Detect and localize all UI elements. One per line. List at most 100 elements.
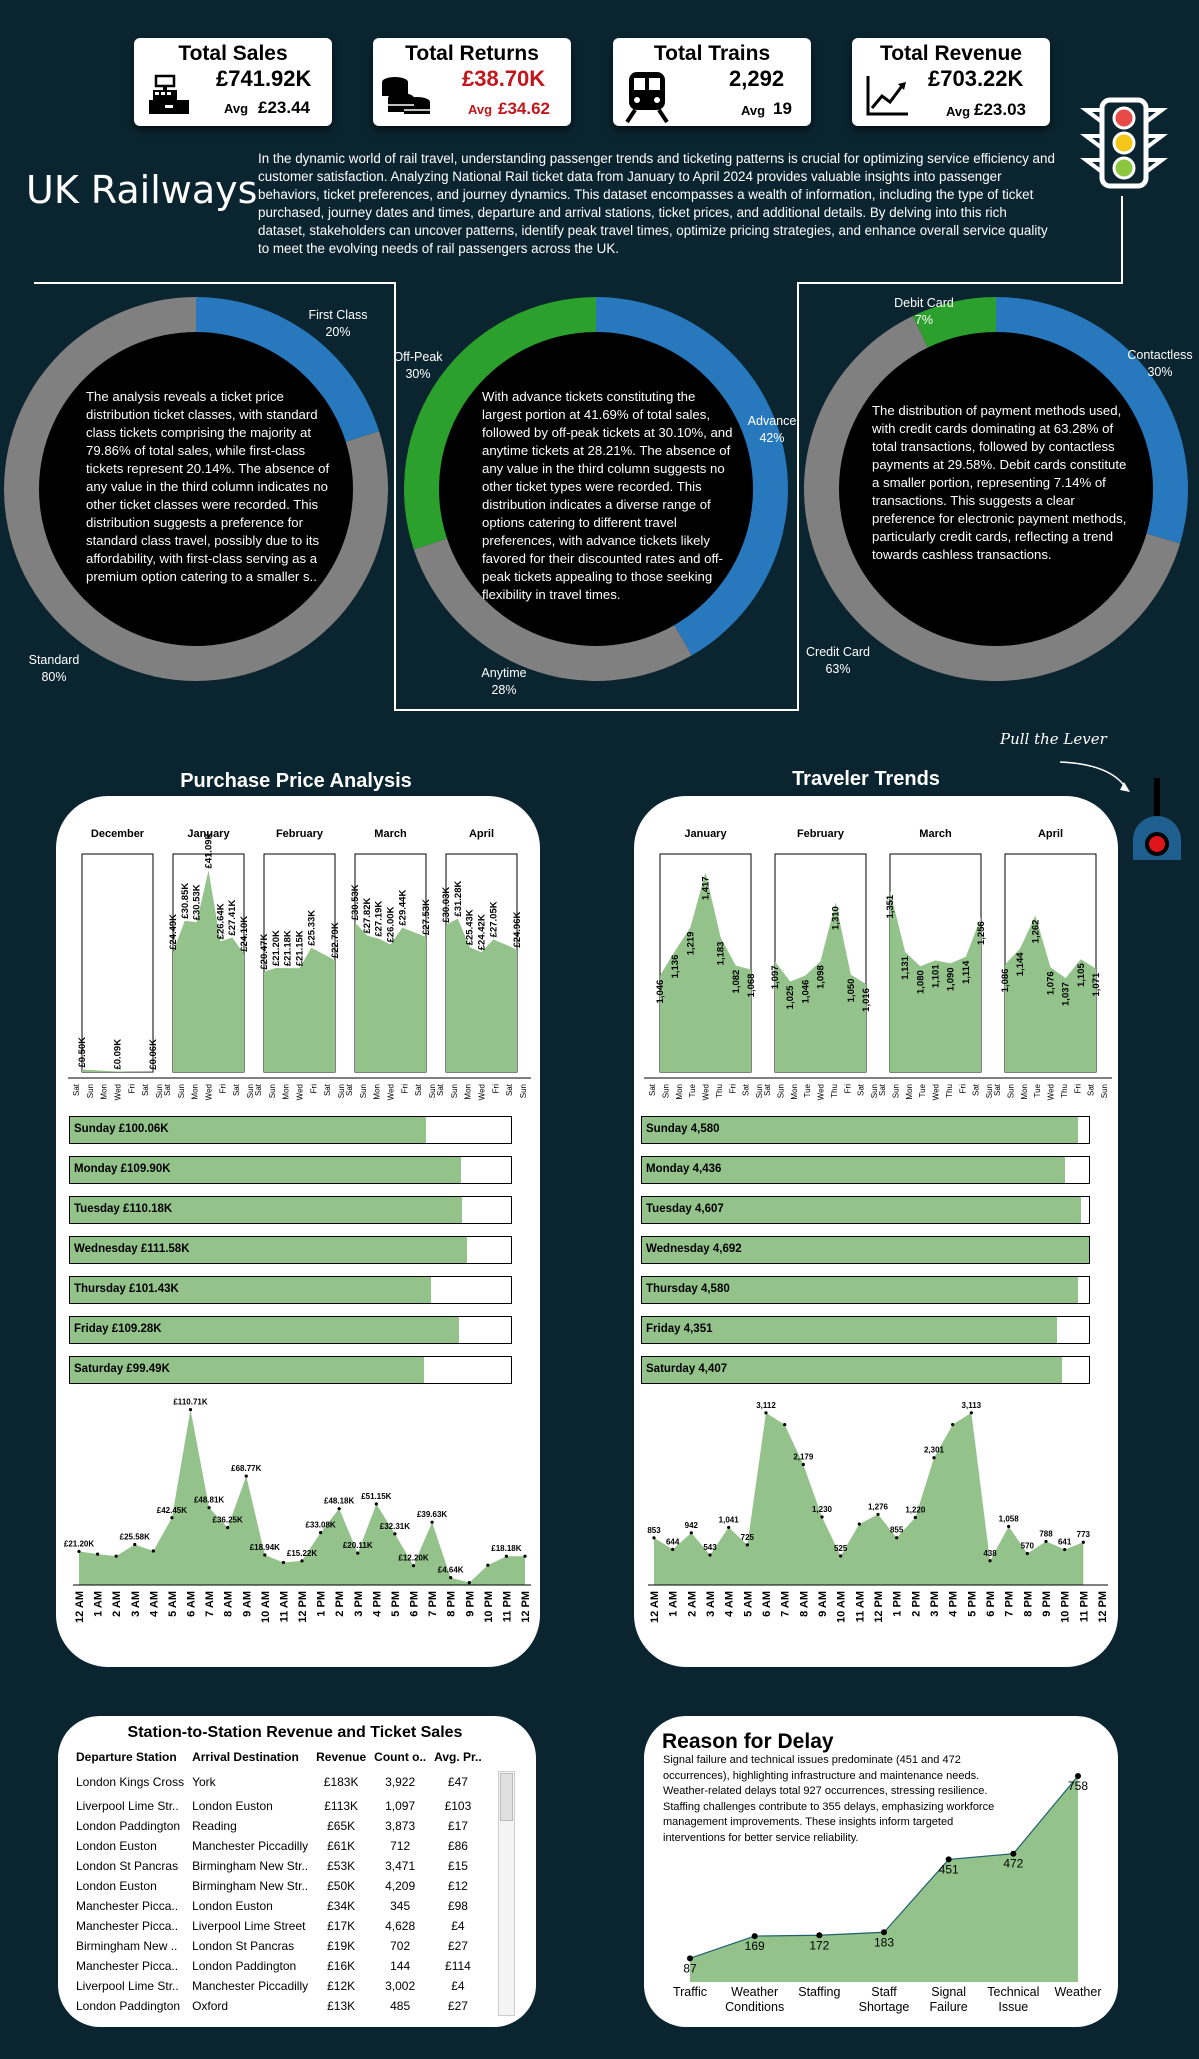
- weekday-tick: Mon: [905, 1084, 914, 1100]
- table-row[interactable]: London Paddington Reading £65K 3,873 £17: [72, 1816, 486, 1836]
- table-row[interactable]: Birmingham New .. London St Pancras £19K 70…: [72, 1936, 486, 1956]
- hourly-point: [689, 1531, 693, 1535]
- table-cell: £98: [447, 1899, 468, 1913]
- table-cell: London Euston: [76, 1839, 157, 1853]
- hour-tick: 12 PM: [873, 1591, 885, 1623]
- hourly-label: £12.20K: [398, 1554, 428, 1563]
- column-header[interactable]: Revenue: [316, 1750, 367, 1764]
- table-cell: £4: [451, 1979, 465, 1993]
- table-cell: Birmingham New Str..: [192, 1879, 309, 1893]
- label-name: First Class: [308, 308, 368, 322]
- table-cell: £13K: [327, 1999, 356, 2013]
- column-header[interactable]: Count o..: [374, 1750, 427, 1764]
- table-cell: Manchester Picca..: [76, 1919, 179, 1933]
- month-area-january: [660, 872, 751, 1072]
- table-cell: £4: [451, 1919, 465, 1933]
- table-cell: Liverpool Lime Str..: [76, 1979, 179, 1993]
- weekday-tick: Sat: [878, 1083, 887, 1096]
- hour-tick: 8 AM: [798, 1591, 810, 1617]
- hour-tick: 4 AM: [148, 1591, 160, 1617]
- data-label: £21.15K: [295, 930, 306, 966]
- table-cell: £17: [447, 1819, 468, 1833]
- weekday-tick: Tue: [688, 1083, 697, 1097]
- table-row[interactable]: Manchester Picca.. Liverpool Lime Street £…: [72, 1916, 486, 1936]
- kpi-title: Total Trains: [653, 42, 771, 65]
- table-cell: York: [192, 1775, 216, 1789]
- hour-tick: 8 PM: [1022, 1591, 1034, 1617]
- hour-tick: 11 PM: [501, 1591, 513, 1622]
- weekday-tick: Sat: [414, 1083, 423, 1096]
- table-cell: Liverpool Lime Str..: [76, 1799, 179, 1813]
- kpi-total-returns: Total Returns £38.70K Avg £34.62: [373, 38, 571, 126]
- weekday-tick: Thu: [1060, 1084, 1069, 1098]
- bar-label: Tuesday £110.18K: [74, 1203, 173, 1215]
- hourly-label: 2,179: [793, 1452, 814, 1461]
- table-cell: £16K: [327, 1959, 356, 1973]
- bar-label: Saturday 4,407: [646, 1363, 728, 1375]
- hour-tick: 1 PM: [316, 1591, 328, 1617]
- kpi-avg-label: Avg: [468, 102, 493, 117]
- hourly-point: [708, 1553, 712, 1557]
- hourly-point: [745, 1543, 749, 1547]
- table-scrollbar[interactable]: [498, 1771, 515, 2016]
- column-header[interactable]: Avg. Pr..: [434, 1750, 482, 1764]
- data-label: £27.53K: [421, 899, 432, 935]
- hour-tick: 9 AM: [241, 1591, 253, 1617]
- label-name: Debit Card: [894, 296, 954, 310]
- hourly-label: £4.64K: [438, 1566, 464, 1575]
- weekday-tick: Sat: [1087, 1083, 1096, 1096]
- table-row[interactable]: Manchester Picca.. London Paddington £16K 1…: [72, 1956, 486, 1976]
- label-advance: Advance 42%: [734, 413, 810, 447]
- hourly-point: [801, 1462, 805, 1467]
- hourly-point: [652, 1536, 656, 1540]
- scrollbar-thumb[interactable]: [500, 1773, 513, 1821]
- purchase-hourly-chart: £21.20K £25.58K £42.45K £110.71K £48.81K £36.…: [64, 1398, 532, 1623]
- donut-text-class: The analysis reveals a ticket price dist…: [86, 389, 330, 584]
- table-row[interactable]: Manchester Picca.. London Euston £34K 345 £9…: [72, 1896, 486, 1916]
- table-row[interactable]: London Paddington Oxford £13K 485 £27: [72, 1996, 486, 2016]
- hour-tick: 9 AM: [817, 1591, 829, 1617]
- month-label: January: [187, 828, 230, 840]
- hour-tick: 7 PM: [427, 1591, 439, 1617]
- hourly-point: [1063, 1547, 1067, 1552]
- table-row[interactable]: London Euston Manchester Piccadilly £61K 71…: [72, 1836, 486, 1856]
- hourly-point: [356, 1551, 360, 1555]
- table-row[interactable]: London St Pancras Birmingham New Str.. £53…: [72, 1856, 486, 1876]
- month-area-april: [446, 918, 517, 1072]
- column-header[interactable]: Arrival Destination: [192, 1750, 299, 1764]
- table-row[interactable]: London Euston Birmingham New Str.. £50K 4,2…: [72, 1876, 486, 1896]
- table-cell: 3,002: [385, 1979, 416, 1993]
- data-label: £20.47K: [259, 934, 270, 970]
- data-label: £30.03K: [441, 887, 452, 923]
- donut-slice-first-class: [196, 297, 380, 442]
- kpi-total-trains: Total Trains 2,292 Avg 19: [613, 38, 811, 126]
- table-row[interactable]: Liverpool Lime Str.. London Euston £113K 1,…: [72, 1796, 486, 1816]
- weekday-tick: Sun: [776, 1084, 785, 1098]
- label-pct: 63%: [825, 662, 851, 676]
- table-cell: 144: [390, 1959, 411, 1973]
- column-header[interactable]: Departure Station: [76, 1750, 177, 1764]
- table-cell: £27: [447, 1939, 468, 1953]
- delay-value-label: 472: [1003, 1857, 1023, 1871]
- table-row[interactable]: London Kings Cross York £183K 3,922 £47: [72, 1768, 486, 1796]
- weekday-tick: Sun: [870, 1084, 879, 1098]
- station-table-title: Station-to-Station Revenue and Ticket Sa…: [127, 1724, 463, 1741]
- delay-category-label: Staff: [871, 1985, 897, 1999]
- month-label: March: [374, 828, 407, 840]
- delay-category-label: Failure: [930, 2000, 968, 2014]
- bar-fill: [70, 1357, 424, 1383]
- hourly-point: [523, 1554, 527, 1558]
- label-anytime: Anytime 28%: [466, 665, 542, 699]
- table-header-row: Departure Station Arrival Destination Reve…: [72, 1746, 486, 1768]
- data-label: £29.44K: [397, 890, 408, 926]
- data-label: 1,310: [831, 906, 842, 930]
- kpi-avg-value: 19: [773, 99, 792, 118]
- data-label: £26.64K: [215, 903, 226, 939]
- hourly-point: [263, 1553, 267, 1557]
- hourly-area: [79, 1409, 525, 1585]
- table-row[interactable]: Liverpool Lime Str.. Manchester Piccadill…: [72, 1976, 486, 1996]
- table-cell: £61K: [327, 1839, 356, 1853]
- hour-tick: 5 AM: [167, 1591, 179, 1617]
- data-label: £21.18K: [283, 930, 294, 966]
- delay-line-chart: 87Traffic169WeatherConditions172Staffing…: [673, 1772, 1102, 2014]
